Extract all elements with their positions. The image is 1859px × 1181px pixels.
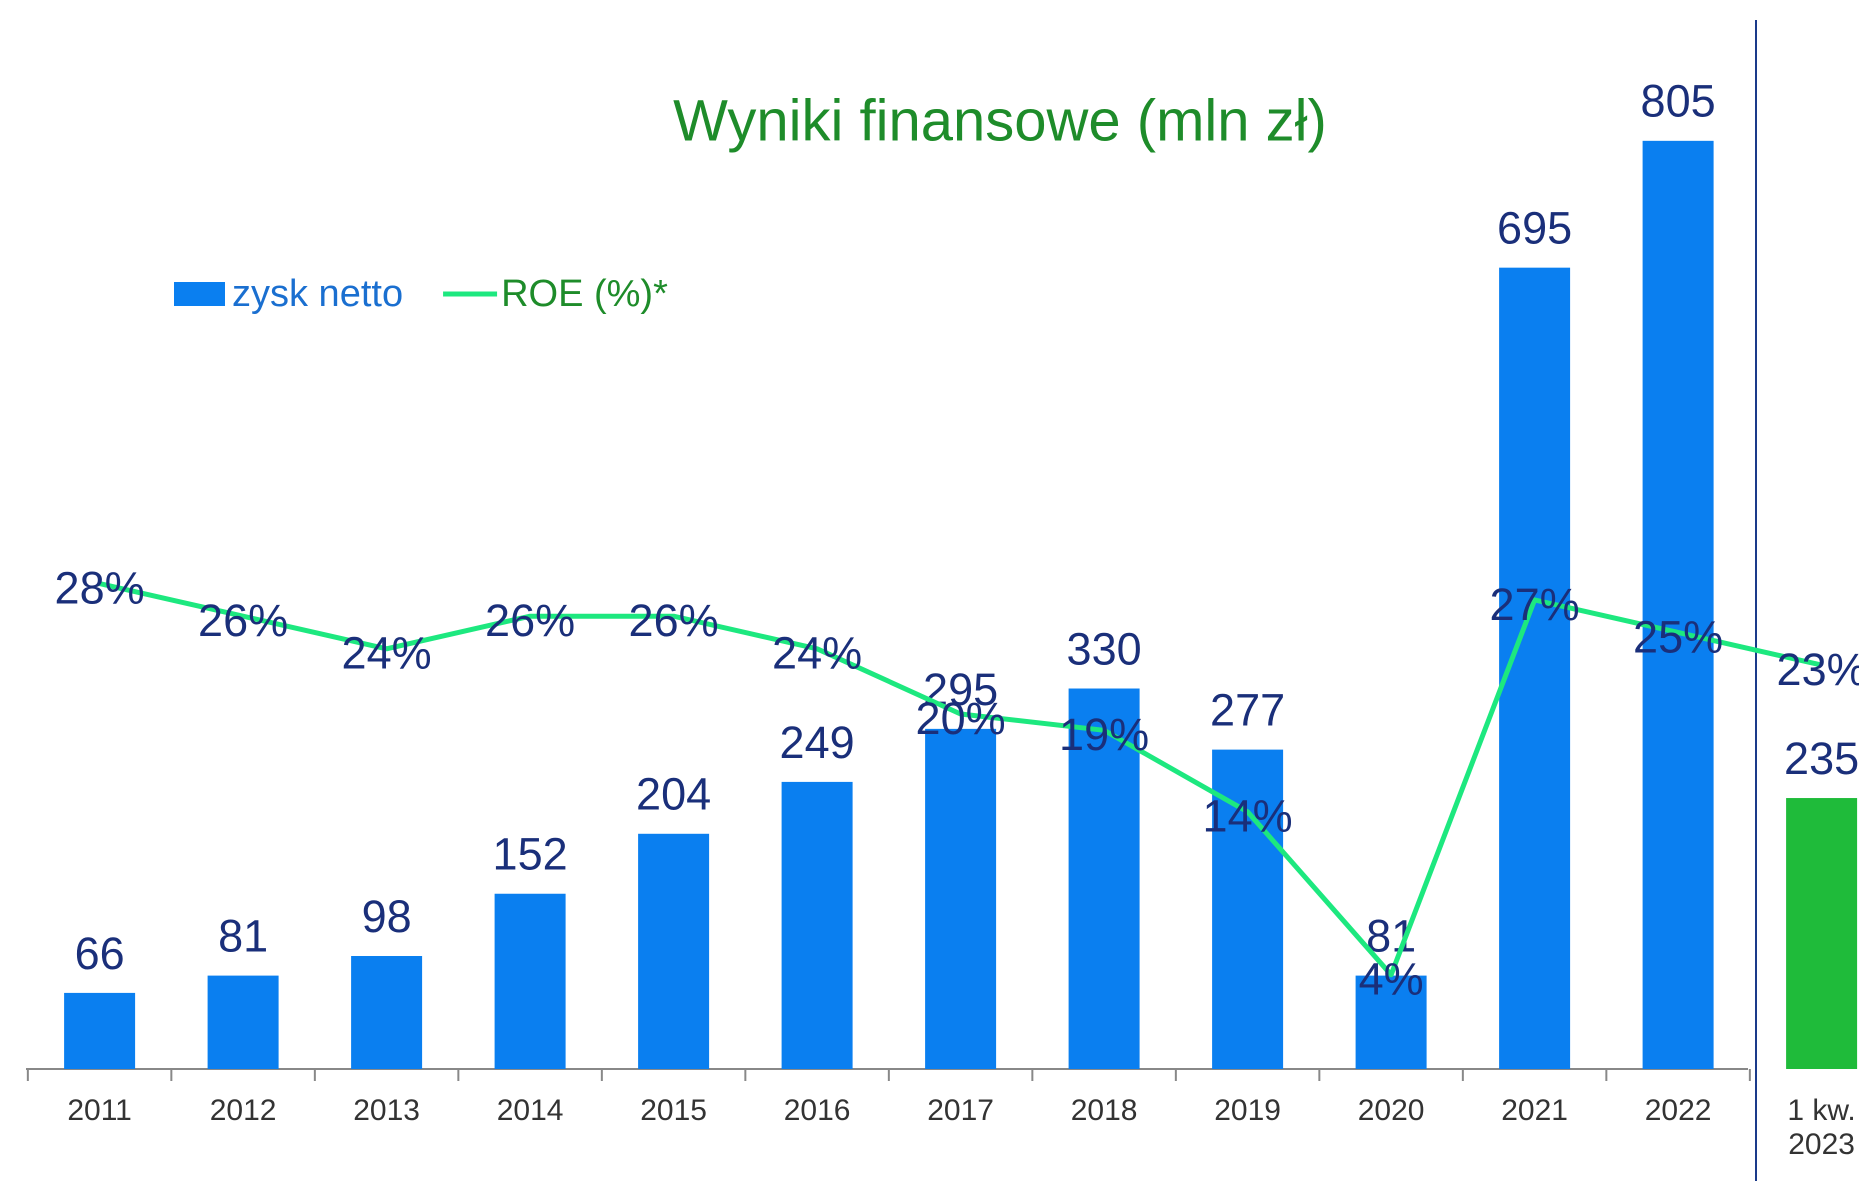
line-value-label: 27% bbox=[1490, 579, 1580, 630]
x-tick-label: 2021 bbox=[1501, 1094, 1568, 1127]
x-tick-label: 2012 bbox=[209, 1094, 277, 1127]
line-value-label: 26% bbox=[629, 595, 719, 646]
bar bbox=[638, 833, 710, 1069]
bar-value-label: 249 bbox=[780, 717, 855, 768]
line-value-label: 4% bbox=[1359, 954, 1424, 1005]
bar bbox=[1212, 749, 1284, 1069]
x-tick-label: 2016 bbox=[783, 1094, 851, 1127]
x-tick-label: 2011 bbox=[67, 1094, 132, 1127]
line-value-label: 26% bbox=[485, 595, 575, 646]
line-value-label: 26% bbox=[198, 595, 288, 646]
bar-value-label: 235 bbox=[1784, 733, 1859, 784]
bar-value-label: 81 bbox=[218, 910, 268, 961]
bar-value-label: 98 bbox=[362, 891, 412, 942]
bar-value-label: 695 bbox=[1497, 203, 1572, 254]
bar bbox=[494, 893, 566, 1069]
x-tick-label: 2020 bbox=[1357, 1094, 1425, 1127]
x-tick-label: 2013 bbox=[353, 1094, 420, 1127]
legend-swatch bbox=[174, 282, 225, 306]
line-value-label: 23% bbox=[1777, 644, 1859, 695]
legend-label: ROE (%)* bbox=[501, 273, 668, 315]
bar-value-label: 805 bbox=[1641, 76, 1716, 127]
line-value-label: 14% bbox=[1203, 791, 1293, 842]
x-tick-label: 2014 bbox=[496, 1094, 564, 1127]
bar-value-label: 330 bbox=[1067, 623, 1142, 674]
x-tick-label: 2019 bbox=[1214, 1094, 1281, 1127]
bar-value-label: 277 bbox=[1210, 685, 1285, 736]
line-value-label: 28% bbox=[55, 562, 145, 613]
x-tick-label: 2018 bbox=[1070, 1094, 1138, 1127]
line-value-label: 20% bbox=[916, 693, 1006, 744]
bar bbox=[925, 728, 997, 1069]
bar-value-label: 66 bbox=[75, 928, 125, 979]
x-tick-label: 1 kw. 2023 bbox=[1787, 1094, 1856, 1161]
line-value-label: 25% bbox=[1633, 611, 1723, 662]
bar bbox=[351, 956, 423, 1069]
bar bbox=[1786, 798, 1858, 1069]
line-value-label: 24% bbox=[772, 628, 862, 679]
line-value-label: 24% bbox=[342, 628, 432, 679]
bar bbox=[1642, 140, 1714, 1069]
chart-title: Wyniki finansowe (mln zł) bbox=[673, 88, 1327, 153]
bar-value-label: 152 bbox=[493, 829, 568, 880]
legend-label: zysk netto bbox=[232, 273, 403, 315]
line-value-label: 19% bbox=[1059, 709, 1149, 760]
roe-line bbox=[99, 581, 1823, 978]
bar bbox=[1355, 975, 1427, 1069]
bar bbox=[781, 781, 853, 1069]
x-tick-label: 2015 bbox=[640, 1094, 707, 1127]
x-tick-label: 2017 bbox=[927, 1094, 994, 1127]
bar bbox=[1068, 688, 1140, 1069]
bar-value-label: 204 bbox=[636, 769, 711, 820]
x-tick-label: 2022 bbox=[1644, 1094, 1712, 1127]
bar-value-label: 295 bbox=[923, 664, 998, 715]
bar bbox=[64, 992, 136, 1069]
bar bbox=[207, 975, 279, 1069]
